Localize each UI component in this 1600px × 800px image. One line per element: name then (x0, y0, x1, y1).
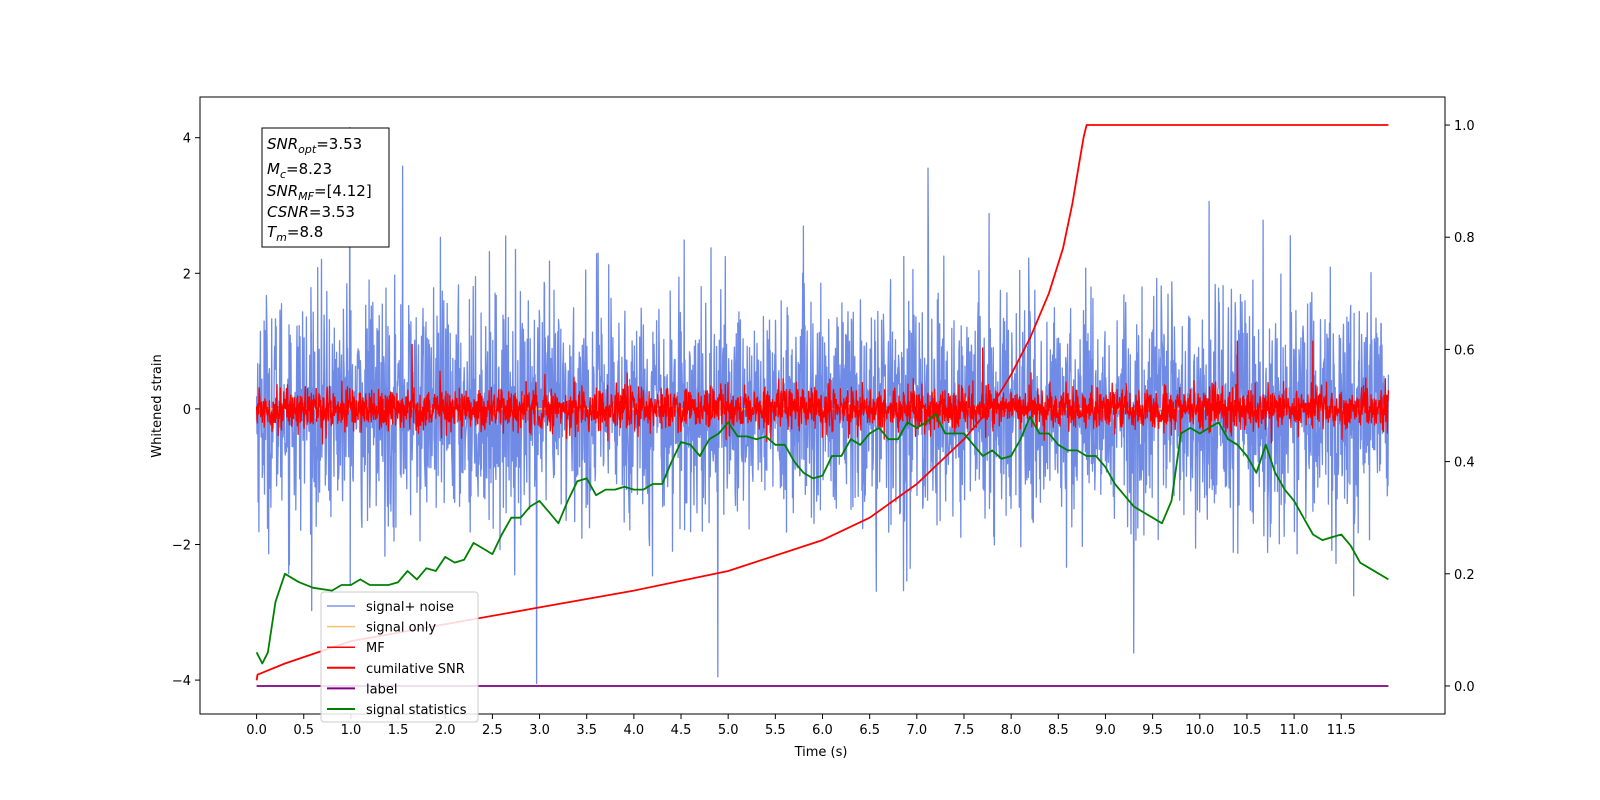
x-tick-label: 2.5 (482, 723, 503, 738)
legend-label-cumilative-snr: cumilative SNR (366, 662, 465, 677)
csnr-value: =3.53 (309, 203, 355, 221)
x-axis-label: Time (s) (794, 745, 848, 760)
x-tick-label: 3.5 (576, 723, 597, 738)
y-right-tick-label: 0.8 (1454, 231, 1475, 246)
x-tick-label: 11.5 (1327, 723, 1356, 738)
legend-label-signal-noise: signal+ noise (366, 600, 454, 615)
x-tick-label: 0.5 (293, 723, 314, 738)
x-tick-label: 11.0 (1280, 723, 1309, 738)
x-tick-label: 6.5 (859, 723, 880, 738)
annotation-box: SNRopt=3.53 Mc=8.23 SNRMF=[4.12] CSNR=3.… (261, 127, 390, 248)
x-tick-label: 4.5 (671, 723, 692, 738)
x-tick-label: 2.0 (435, 723, 456, 738)
y-left-tick-label: 2 (183, 267, 191, 282)
y-right-tick-label: 0.2 (1454, 568, 1475, 583)
x-tick-label: 5.0 (718, 723, 739, 738)
svg-text:CSNR=3.53: CSNR=3.53 (267, 203, 355, 221)
svg-text:SNRMF=[4.12]: SNRMF=[4.12] (267, 182, 372, 203)
x-tick-label: 1.0 (341, 723, 362, 738)
legend-label-signal-statistics: signal statistics (366, 703, 467, 718)
y-right-tick-label: 0.6 (1454, 343, 1475, 358)
legend-label-mf: MF (366, 641, 385, 656)
svg-text:Tm=8.8: Tm=8.8 (267, 223, 323, 244)
mc-value: =8.23 (286, 160, 332, 178)
x-tick-label: 9.0 (1095, 723, 1116, 738)
x-tick-label: 9.5 (1142, 723, 1163, 738)
snr-opt-value: =3.53 (316, 135, 362, 153)
y-axis-label: Whitened strain (150, 354, 165, 457)
tm-value: =8.8 (287, 223, 323, 241)
y-axis-right: 1.0 0.8 0.6 0.4 0.2 0.0 (1445, 119, 1475, 695)
y-right-tick-label: 0.4 (1454, 456, 1475, 471)
series-mf (255, 340, 1390, 445)
y-right-tick-label: 1.0 (1454, 119, 1475, 134)
x-tick-label: 10.5 (1232, 723, 1261, 738)
snr-mf-value: =[4.12] (314, 182, 372, 200)
x-tick-label: 8.5 (1048, 723, 1069, 738)
y-left-tick-label: 0 (183, 403, 191, 418)
legend: signal+ noise signal only MF cumilative SNR… (320, 591, 479, 723)
series-signal-statistics (255, 413, 1389, 665)
x-axis: 0.0 0.5 1.0 1.5 2.0 2.5 3.0 3.5 4.0 4.5 5.0 5.5 6.0 6… (246, 714, 1356, 738)
y-right-tick-label: 0.0 (1454, 680, 1475, 695)
legend-label-label: label (366, 682, 397, 697)
svg-text:SNRopt=3.53: SNRopt=3.53 (267, 135, 362, 156)
y-axis-left: 4 2 0 −2 −4 (172, 132, 200, 689)
x-tick-label: 5.5 (765, 723, 786, 738)
x-tick-label: 8.0 (1001, 723, 1022, 738)
x-tick-label: 4.0 (624, 723, 645, 738)
y-left-tick-label: −2 (172, 538, 191, 553)
x-tick-label: 7.0 (906, 723, 927, 738)
legend-label-signal-only: signal only (366, 621, 436, 636)
x-tick-label: 3.0 (529, 723, 550, 738)
x-tick-label: 1.5 (388, 723, 409, 738)
x-tick-label: 7.5 (954, 723, 975, 738)
svg-text:Mc=8.23: Mc=8.23 (267, 160, 332, 181)
x-tick-label: 6.0 (812, 723, 833, 738)
y-left-tick-label: −4 (172, 674, 191, 689)
x-tick-label: 10.0 (1185, 723, 1214, 738)
x-tick-label: 0.0 (246, 723, 267, 738)
y-left-tick-label: 4 (183, 132, 191, 147)
